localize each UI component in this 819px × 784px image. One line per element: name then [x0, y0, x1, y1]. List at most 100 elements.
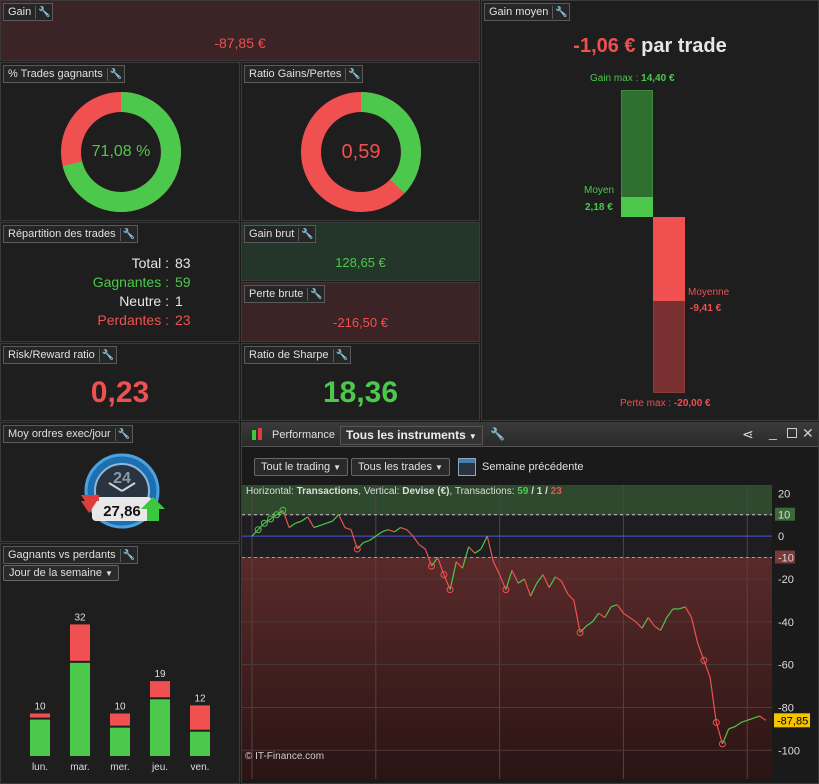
trade-marker — [267, 515, 275, 523]
share-icon[interactable]: ⋖ — [742, 426, 754, 442]
equity-segment — [257, 522, 265, 531]
equity-segment — [356, 542, 364, 550]
equity-segment — [753, 715, 760, 719]
equity-segment — [418, 544, 426, 550]
gain-moyen-panel: Gain moyen 🔧 -1,06 € par trade Gain max … — [481, 0, 819, 421]
y-tick-label: -100 — [778, 745, 800, 757]
equity-segment — [554, 576, 562, 582]
gagnantes-value: 59 — [175, 274, 191, 290]
gain-moyen-headline: -1,06 € par trade — [482, 35, 818, 58]
repartition-title-bar: Répartition des trades 🔧 — [3, 225, 138, 243]
equity-segment — [406, 529, 414, 537]
perte-brute-title-bar: Perte brute 🔧 — [244, 285, 326, 303]
ratio-title: Ratio Gains/Pertes — [249, 68, 342, 80]
equity-segment — [647, 617, 655, 627]
wrench-icon[interactable]: 🔧 — [106, 67, 122, 81]
total-label: Total : — [131, 255, 169, 271]
wrench-icon[interactable]: 🔧 — [345, 67, 361, 81]
weekday-bar-chart: 10 lun. 32 mar. 10 mer. 19 jeu. 12 ven. — [30, 612, 210, 773]
bar-category-label: mar. — [70, 762, 89, 773]
equity-segment — [604, 606, 612, 618]
gain-max-value: 14,40 € — [641, 73, 675, 84]
instrument-dropdown[interactable]: Tous les instruments ▼ — [340, 426, 483, 445]
perte-brute-value: -216,50 € — [333, 315, 388, 330]
y-axis-area — [772, 485, 818, 783]
equity-segment — [400, 526, 407, 531]
period-label[interactable]: Semaine précédente — [482, 461, 584, 473]
wrench-icon[interactable]: 🔧 — [490, 427, 505, 441]
gagnants-perdants-panel: Gagnants vs perdants 🔧 Jour de la semain… — [0, 543, 240, 784]
trade-marker — [254, 526, 262, 534]
performance-tab-label[interactable]: Performance — [272, 429, 335, 441]
calendar-icon[interactable] — [458, 458, 476, 476]
gain-brut-value: 128,65 € — [335, 255, 386, 270]
y-tick-label: -20 — [778, 574, 794, 586]
bar-total-label: 12 — [194, 693, 206, 704]
bar-category-label: lun. — [32, 762, 48, 773]
equity-segment — [573, 600, 581, 633]
trades-gagnants-title: % Trades gagnants — [8, 68, 103, 80]
equity-segment — [511, 570, 519, 584]
trade-marker — [700, 656, 708, 664]
gain-panel-title: Gain 🔧 — [3, 3, 54, 21]
wrench-icon[interactable]: 🔧 — [119, 548, 135, 562]
trade-marker — [279, 506, 287, 514]
day-of-week-dropdown[interactable]: Jour de la semaine ▼ — [3, 565, 119, 581]
wrench-icon[interactable]: 🔧 — [307, 287, 323, 301]
minimize-icon[interactable]: _ — [769, 424, 777, 440]
equity-segment — [598, 612, 606, 618]
equity-segment — [740, 719, 748, 724]
equity-segment — [344, 526, 352, 531]
gagnantes-label: Gagnantes : — [92, 274, 169, 290]
risk-reward-value: 0,23 — [90, 376, 150, 409]
equity-segment — [579, 625, 587, 633]
bar-category-label: ven. — [191, 762, 210, 773]
wrench-icon[interactable]: 🔧 — [552, 5, 568, 19]
y-tick-label: 10 — [778, 510, 790, 522]
info-neutral-count: 1 — [536, 486, 543, 497]
bar-category-label: jeu. — [151, 762, 168, 773]
wrench-icon[interactable]: 🔧 — [114, 427, 130, 441]
gagnants-perdants-title-bar: Gagnants vs perdants 🔧 — [3, 546, 138, 564]
chevron-down-icon: ▼ — [468, 432, 477, 441]
risk-reward-panel: Risk/Reward ratio 🔧 0,23 — [0, 343, 240, 421]
info-sep-1: / — [531, 486, 534, 497]
info-loss-count: 23 — [550, 486, 562, 497]
equity-segment — [313, 524, 321, 529]
candlestick-icon — [250, 428, 264, 442]
y-tick-label: 20 — [778, 488, 790, 500]
close-icon[interactable]: ✕ — [802, 425, 814, 441]
wrench-icon[interactable]: 🔧 — [98, 348, 114, 362]
equity-segment — [449, 561, 457, 590]
equity-segment — [270, 514, 278, 520]
repartition-panel: Répartition des trades 🔧 Total : 83 Gagn… — [0, 222, 240, 342]
equity-segment — [734, 721, 742, 728]
equity-segment — [387, 529, 395, 533]
wrench-icon[interactable]: 🔧 — [332, 348, 348, 362]
trade-marker — [428, 562, 436, 570]
equity-segment — [369, 535, 377, 541]
wrench-icon[interactable]: 🔧 — [298, 227, 314, 241]
trades-gagnants-value: 71,08 % — [91, 143, 151, 160]
chart-info-bar: Horizontal: Transactions, Vertical: Devi… — [244, 486, 772, 501]
moyenne-label: Moyenne — [688, 287, 730, 298]
trade-marker — [353, 545, 361, 553]
info-transactions-label: , Transactions: — [449, 486, 515, 497]
trading-filter-dropdown[interactable]: Tout le trading ▼ — [254, 458, 349, 476]
gain-brut-panel: Gain brut 🔧 128,65 € — [241, 222, 480, 281]
win-bar — [70, 662, 90, 756]
trades-gagnants-donut — [61, 92, 181, 212]
wrench-icon[interactable]: 🔧 — [35, 5, 51, 19]
gain-panel: Gain 🔧 -87,85 € — [0, 0, 480, 61]
repartition-perdantes: Perdantes : — [97, 312, 169, 328]
wrench-icon[interactable]: 🔧 — [119, 227, 135, 241]
trade-marker — [502, 586, 510, 594]
equity-segment — [338, 514, 346, 528]
equity-segment — [517, 578, 525, 584]
trade-marker — [273, 511, 281, 519]
ratio-title-bar: Ratio Gains/Pertes 🔧 — [244, 65, 364, 83]
maximize-icon[interactable] — [787, 428, 797, 438]
risk-reward-title-bar: Risk/Reward ratio 🔧 — [3, 346, 117, 364]
trades-filter-dropdown[interactable]: Tous les trades ▼ — [351, 458, 450, 476]
